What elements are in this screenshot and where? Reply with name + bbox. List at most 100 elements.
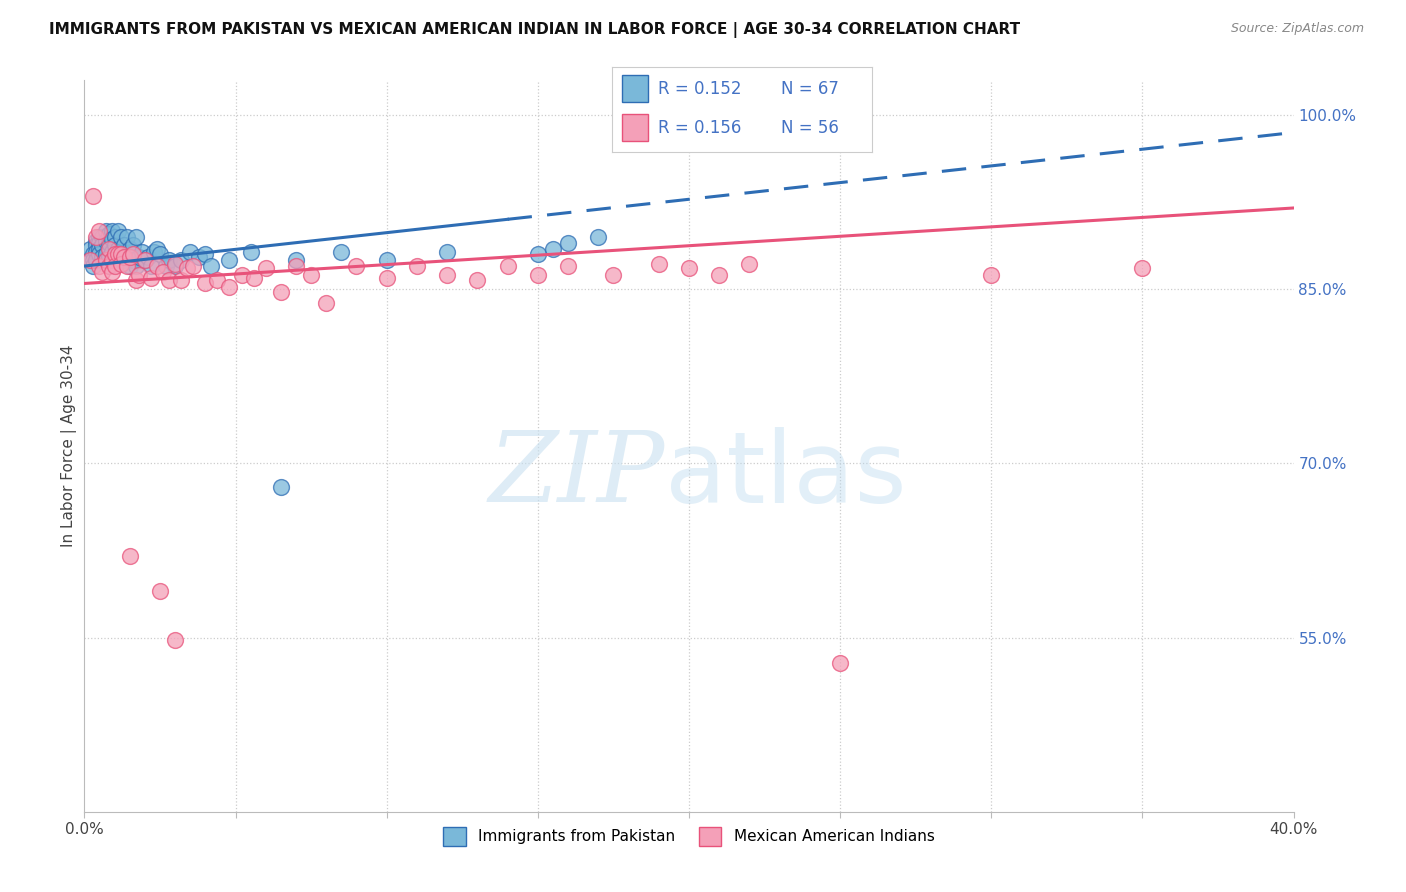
Point xyxy=(97,227,120,241)
Point xyxy=(207,273,229,287)
Point xyxy=(152,265,174,279)
Point xyxy=(89,247,111,261)
Point xyxy=(155,259,177,273)
Point xyxy=(134,253,156,268)
Point xyxy=(121,253,143,268)
Point xyxy=(375,253,398,268)
Point xyxy=(346,259,368,273)
Point xyxy=(115,230,138,244)
Point xyxy=(89,230,111,244)
Point xyxy=(285,259,308,273)
Point xyxy=(131,245,153,260)
Point xyxy=(125,259,148,273)
Point xyxy=(830,656,852,670)
Point xyxy=(678,261,700,276)
Point xyxy=(82,259,104,273)
FancyBboxPatch shape xyxy=(621,76,648,103)
Point xyxy=(125,273,148,287)
Point xyxy=(115,259,138,273)
Point xyxy=(89,242,111,256)
Point xyxy=(285,253,308,268)
Point xyxy=(139,270,162,285)
Point xyxy=(170,273,193,287)
Point xyxy=(181,259,204,273)
Point xyxy=(157,273,180,287)
Point xyxy=(104,230,127,244)
Point xyxy=(139,259,162,273)
Point xyxy=(239,245,262,260)
Point xyxy=(104,238,127,252)
Point xyxy=(94,224,117,238)
Point xyxy=(980,268,1002,283)
Point xyxy=(588,230,610,244)
Point xyxy=(200,259,222,273)
Point xyxy=(557,235,579,250)
Point xyxy=(648,257,671,271)
Point xyxy=(436,245,458,260)
Point xyxy=(270,480,292,494)
Point xyxy=(467,273,489,287)
Point xyxy=(125,230,148,244)
Text: N = 67: N = 67 xyxy=(780,80,838,98)
Point xyxy=(82,247,104,261)
Text: N = 56: N = 56 xyxy=(780,119,838,136)
Text: R = 0.152: R = 0.152 xyxy=(658,80,742,98)
Point xyxy=(97,242,120,256)
Point xyxy=(86,234,108,248)
Text: IMMIGRANTS FROM PAKISTAN VS MEXICAN AMERICAN INDIAN IN LABOR FORCE | AGE 30-34 C: IMMIGRANTS FROM PAKISTAN VS MEXICAN AMER… xyxy=(49,22,1021,38)
Point xyxy=(149,247,172,261)
Point xyxy=(557,259,579,273)
Point xyxy=(107,247,129,261)
Point xyxy=(94,234,117,248)
Point xyxy=(100,232,122,246)
Point xyxy=(97,235,120,250)
Point xyxy=(165,632,187,647)
Point xyxy=(94,253,117,268)
Point xyxy=(79,253,101,268)
FancyBboxPatch shape xyxy=(621,114,648,142)
Point xyxy=(330,245,353,260)
Point xyxy=(299,268,322,283)
Point xyxy=(104,259,127,273)
Point xyxy=(91,230,114,244)
Point xyxy=(128,268,150,283)
Point xyxy=(149,584,172,599)
Point xyxy=(270,285,292,299)
Point xyxy=(82,189,104,203)
Point xyxy=(97,250,120,264)
Point xyxy=(194,277,217,291)
Point xyxy=(118,259,141,273)
Point xyxy=(146,259,169,273)
Point xyxy=(194,247,217,261)
Point xyxy=(541,242,564,256)
Point xyxy=(104,247,127,261)
Point xyxy=(118,549,141,564)
Point xyxy=(118,250,141,264)
Point xyxy=(94,247,117,261)
Point xyxy=(170,253,193,268)
Point xyxy=(527,247,550,261)
Point xyxy=(110,257,132,271)
Point xyxy=(100,245,122,260)
Point xyxy=(315,296,337,310)
Point xyxy=(100,253,122,268)
Point xyxy=(89,259,111,273)
Point xyxy=(82,253,104,268)
Point xyxy=(375,270,398,285)
Text: R = 0.156: R = 0.156 xyxy=(658,119,742,136)
Point xyxy=(436,268,458,283)
Point xyxy=(100,265,122,279)
Point xyxy=(89,235,111,250)
Point xyxy=(107,242,129,256)
Y-axis label: In Labor Force | Age 30-34: In Labor Force | Age 30-34 xyxy=(62,344,77,548)
Point xyxy=(165,257,187,271)
Point xyxy=(176,261,198,276)
Point xyxy=(86,230,108,244)
Point xyxy=(121,238,143,252)
Point xyxy=(107,224,129,238)
Point xyxy=(188,250,211,264)
Point xyxy=(110,253,132,268)
Point xyxy=(86,245,108,260)
Point xyxy=(97,259,120,273)
Point xyxy=(146,242,169,256)
